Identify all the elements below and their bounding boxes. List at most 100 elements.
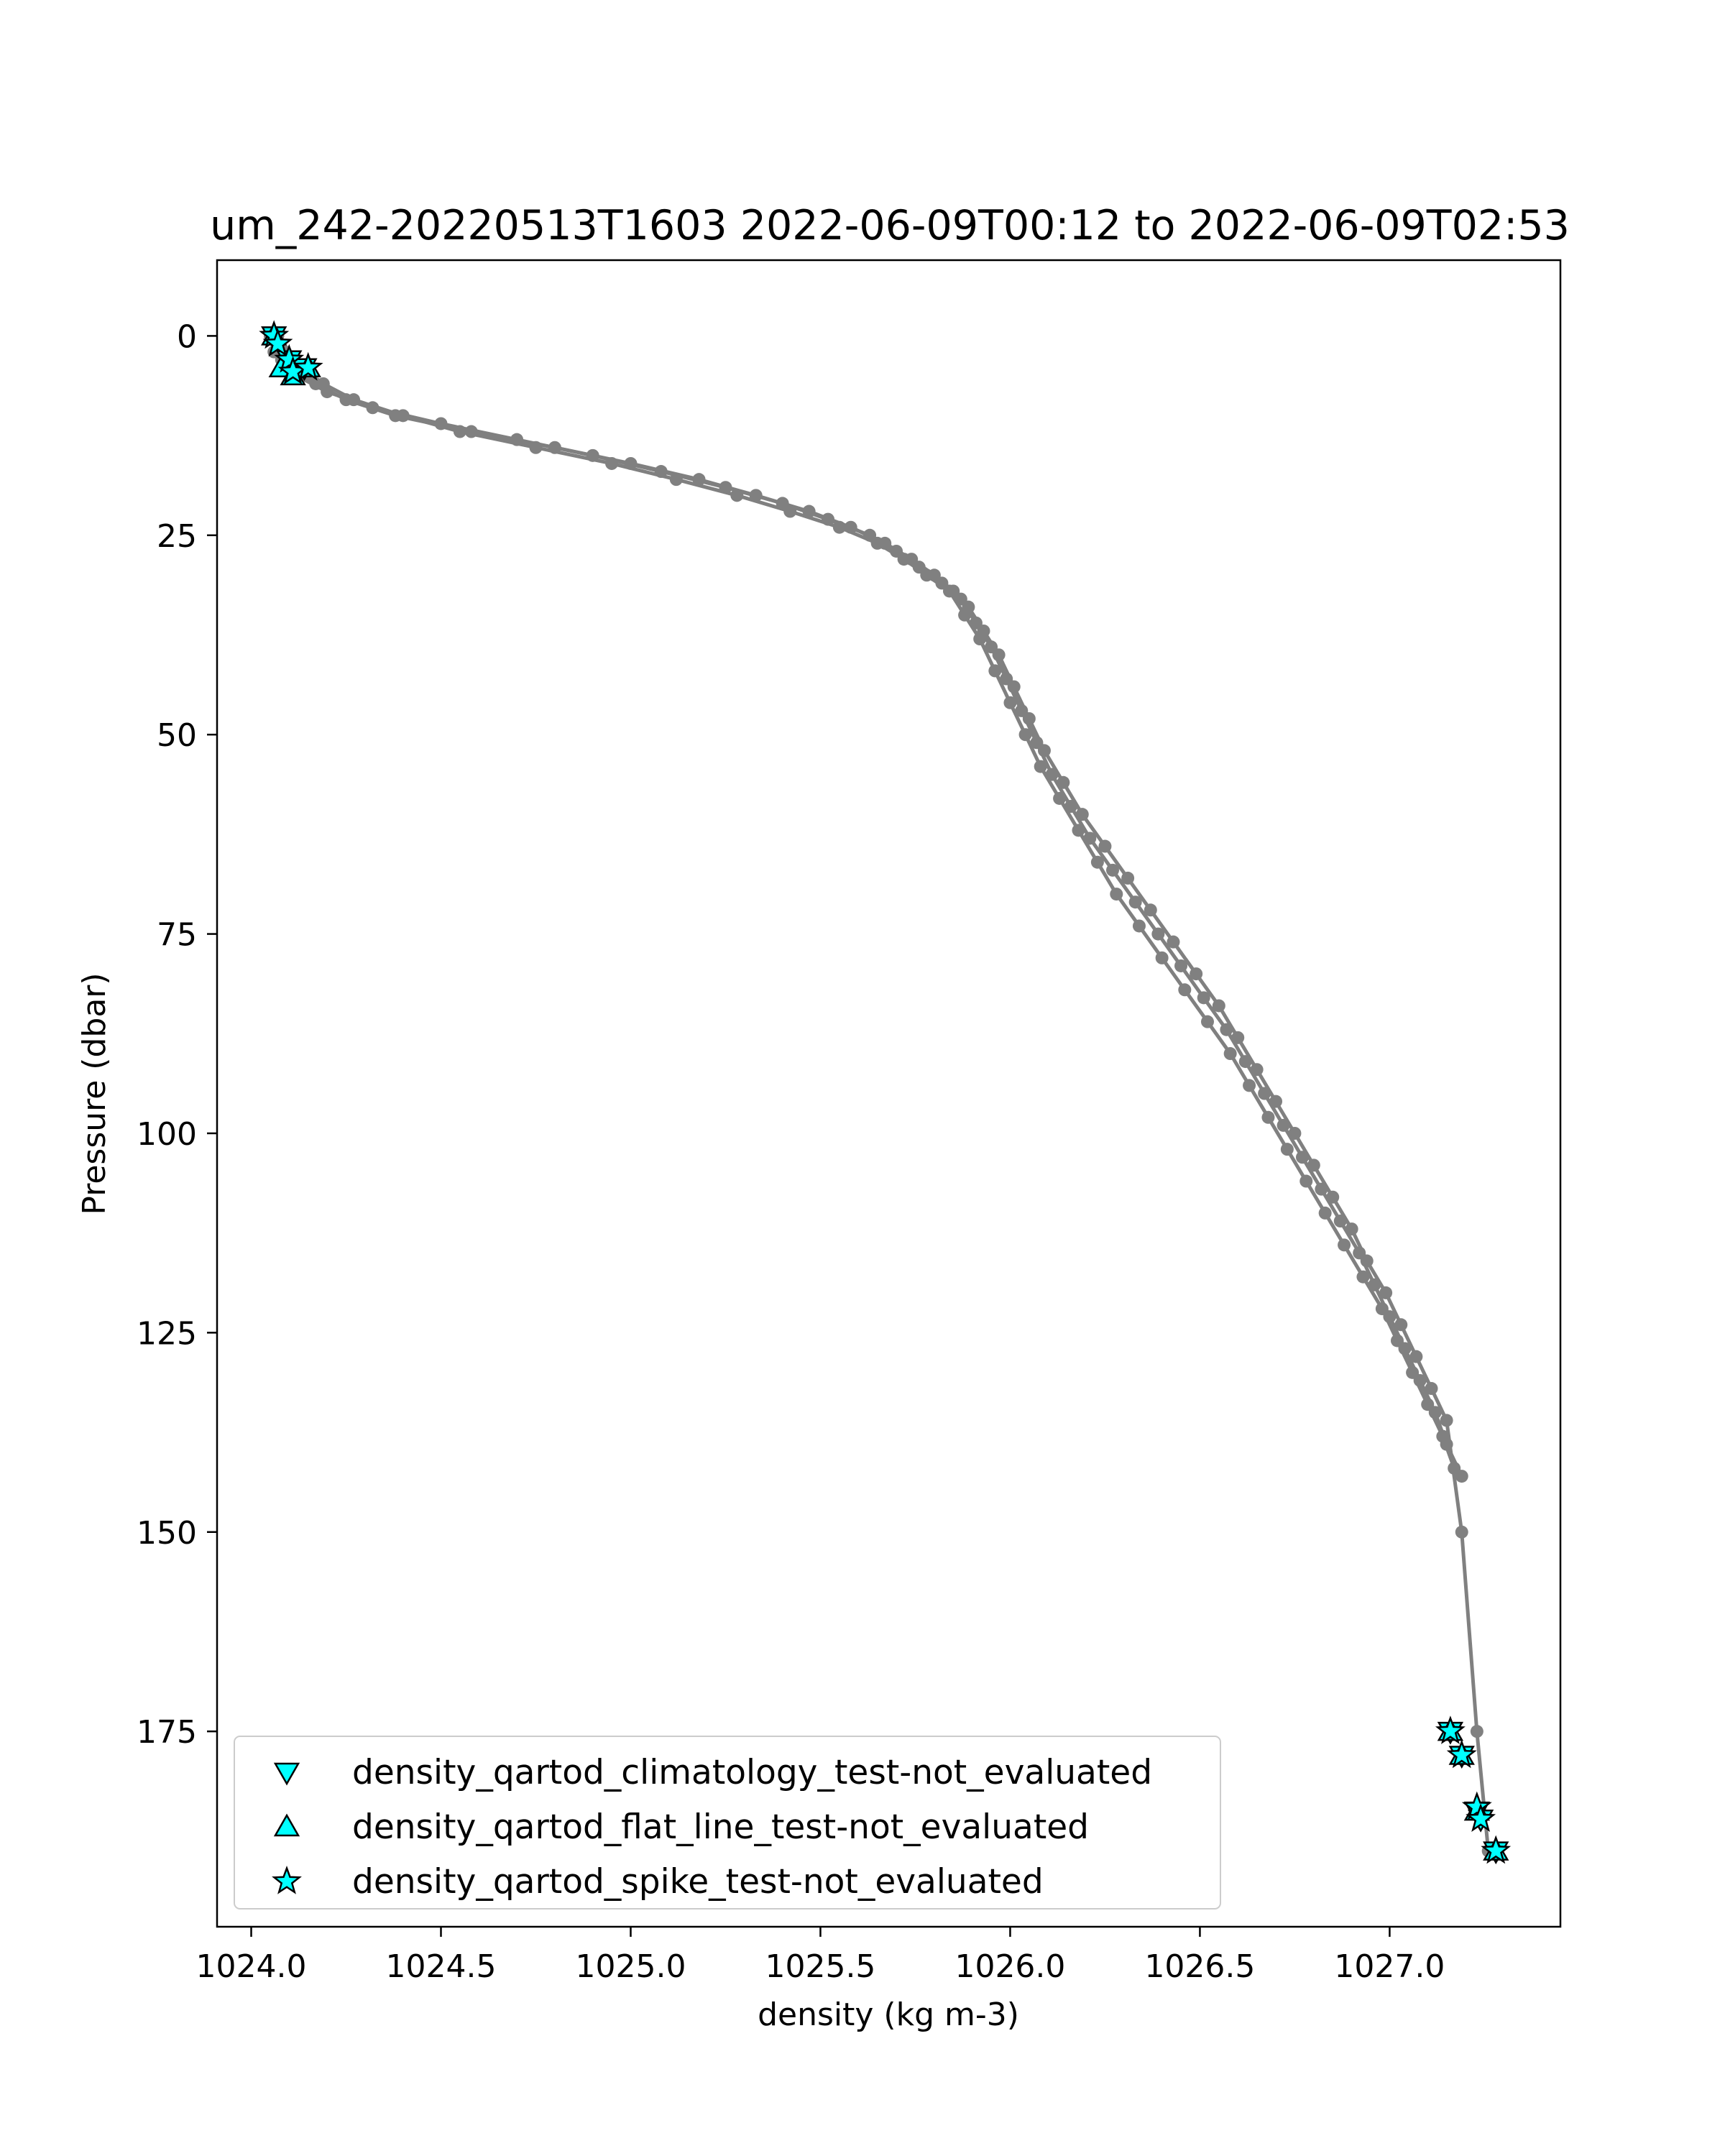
- y-axis: 0 25 50 75 100 125 150 175: [137, 318, 217, 1751]
- flag-marker: [293, 351, 323, 381]
- x-axis: 1024.0 1024.5 1025.0 1025.5 1026.0 1026.5 1027…: [196, 1927, 1445, 1985]
- profile-point: [1007, 680, 1021, 694]
- profile-point: [905, 553, 919, 566]
- legend-marker: [272, 1865, 302, 1894]
- profile-point: [1269, 1095, 1283, 1108]
- y-tick-label: 125: [137, 1315, 197, 1352]
- profile-point: [1455, 1470, 1468, 1483]
- profile-point: [1174, 959, 1188, 972]
- profile-point: [927, 568, 941, 582]
- profile-point: [1318, 1206, 1332, 1220]
- profile-point: [1360, 1254, 1374, 1268]
- profile-point: [1075, 808, 1089, 821]
- y-tick-label: 75: [157, 917, 197, 954]
- profile-point: [1132, 919, 1146, 933]
- profile-point: [1383, 1310, 1397, 1324]
- profile-point: [1121, 871, 1135, 885]
- profile-point: [1190, 967, 1203, 981]
- profile-point: [1128, 895, 1142, 909]
- flag-marker: [1481, 1835, 1512, 1864]
- profile-point: [1413, 1373, 1427, 1387]
- profile-point: [548, 441, 561, 454]
- legend-label: density_qartod_flat_line_test-not_evalua…: [352, 1807, 1089, 1847]
- profile-point: [1110, 888, 1123, 901]
- x-tick-label: 1024.0: [196, 1948, 307, 1985]
- profile-point: [1106, 863, 1119, 877]
- x-tick-label: 1024.5: [386, 1948, 497, 1985]
- legend-label: density_qartod_climatology_test-not_eval…: [352, 1753, 1152, 1792]
- x-tick-label: 1026.0: [954, 1948, 1065, 1985]
- flag-marker: [1435, 1715, 1466, 1744]
- legend-frame: [234, 1736, 1221, 1909]
- profile-point: [962, 600, 975, 614]
- plot-area: [259, 320, 1512, 1865]
- profile-point: [1425, 1382, 1438, 1396]
- profile-point: [1428, 1406, 1442, 1419]
- y-tick-label: 150: [137, 1515, 197, 1552]
- profile-point: [1455, 1525, 1468, 1539]
- profile-point: [1338, 1238, 1351, 1252]
- profile-point: [1022, 712, 1036, 726]
- profile-point: [1307, 1158, 1320, 1172]
- profile-point: [1356, 1270, 1370, 1284]
- profile-point: [1178, 983, 1192, 997]
- profile-point: [844, 520, 857, 534]
- profile-point: [878, 536, 892, 550]
- legend-marker: [273, 1813, 300, 1837]
- profile-point: [1288, 1126, 1302, 1140]
- profile-point: [692, 473, 706, 487]
- flag-marker: [1466, 1803, 1496, 1833]
- y-tick-label: 25: [157, 518, 197, 555]
- x-tick-label: 1025.5: [765, 1948, 875, 1985]
- profile-point: [1261, 1110, 1275, 1124]
- profile-point: [464, 425, 478, 438]
- profile-point: [1231, 1031, 1245, 1044]
- profile-point: [749, 489, 763, 502]
- profile-point: [1300, 1174, 1313, 1188]
- profile-point: [1155, 951, 1169, 964]
- profile-point: [1034, 760, 1047, 773]
- profile-point: [1470, 1725, 1484, 1738]
- y-tick-label: 50: [157, 717, 197, 754]
- profile-point: [1409, 1350, 1423, 1363]
- y-tick-label: 0: [177, 318, 197, 355]
- legend: density_qartod_climatology_test-not_eval…: [234, 1736, 1221, 1909]
- profile-point: [1037, 744, 1051, 757]
- profile-point: [1440, 1414, 1453, 1427]
- legend-marker: [273, 1762, 300, 1786]
- profile-point: [1345, 1222, 1358, 1236]
- y-tick-label: 175: [137, 1714, 197, 1751]
- profile-point: [1098, 839, 1112, 853]
- axes-frame: [216, 259, 1562, 1928]
- profile-point: [947, 584, 960, 598]
- profile-point: [339, 393, 353, 407]
- profile-point: [1083, 831, 1097, 845]
- profile-point: [1280, 1143, 1294, 1156]
- profile-point: [1212, 999, 1225, 1013]
- profile-point: [1243, 1079, 1256, 1092]
- profile-point: [1326, 1190, 1340, 1204]
- flag-marker: [274, 344, 305, 373]
- profile-point: [1057, 775, 1070, 789]
- y-axis-label: Pressure (dbar): [76, 972, 113, 1215]
- flag-marker: [1461, 1791, 1492, 1820]
- profile-point: [1250, 1063, 1264, 1077]
- profile-point: [309, 377, 323, 390]
- profile-point: [1223, 1047, 1237, 1061]
- profile-point: [1144, 903, 1157, 917]
- x-tick-label: 1026.5: [1144, 1948, 1255, 1985]
- profile-point: [988, 664, 1002, 678]
- profile-point: [977, 624, 990, 637]
- profile-point: [1151, 927, 1165, 941]
- profile-point: [802, 505, 816, 518]
- profile-point: [1398, 1342, 1412, 1355]
- x-axis-label: density (kg m-3): [758, 1996, 1019, 2033]
- profile-point: [992, 648, 1006, 662]
- flag-marker: [262, 328, 293, 357]
- profile-point: [1197, 991, 1210, 1005]
- profile-point: [1200, 1015, 1214, 1028]
- flag-marker: [1446, 1739, 1477, 1769]
- y-tick-label: 100: [137, 1116, 197, 1153]
- profile-point: [1018, 728, 1032, 742]
